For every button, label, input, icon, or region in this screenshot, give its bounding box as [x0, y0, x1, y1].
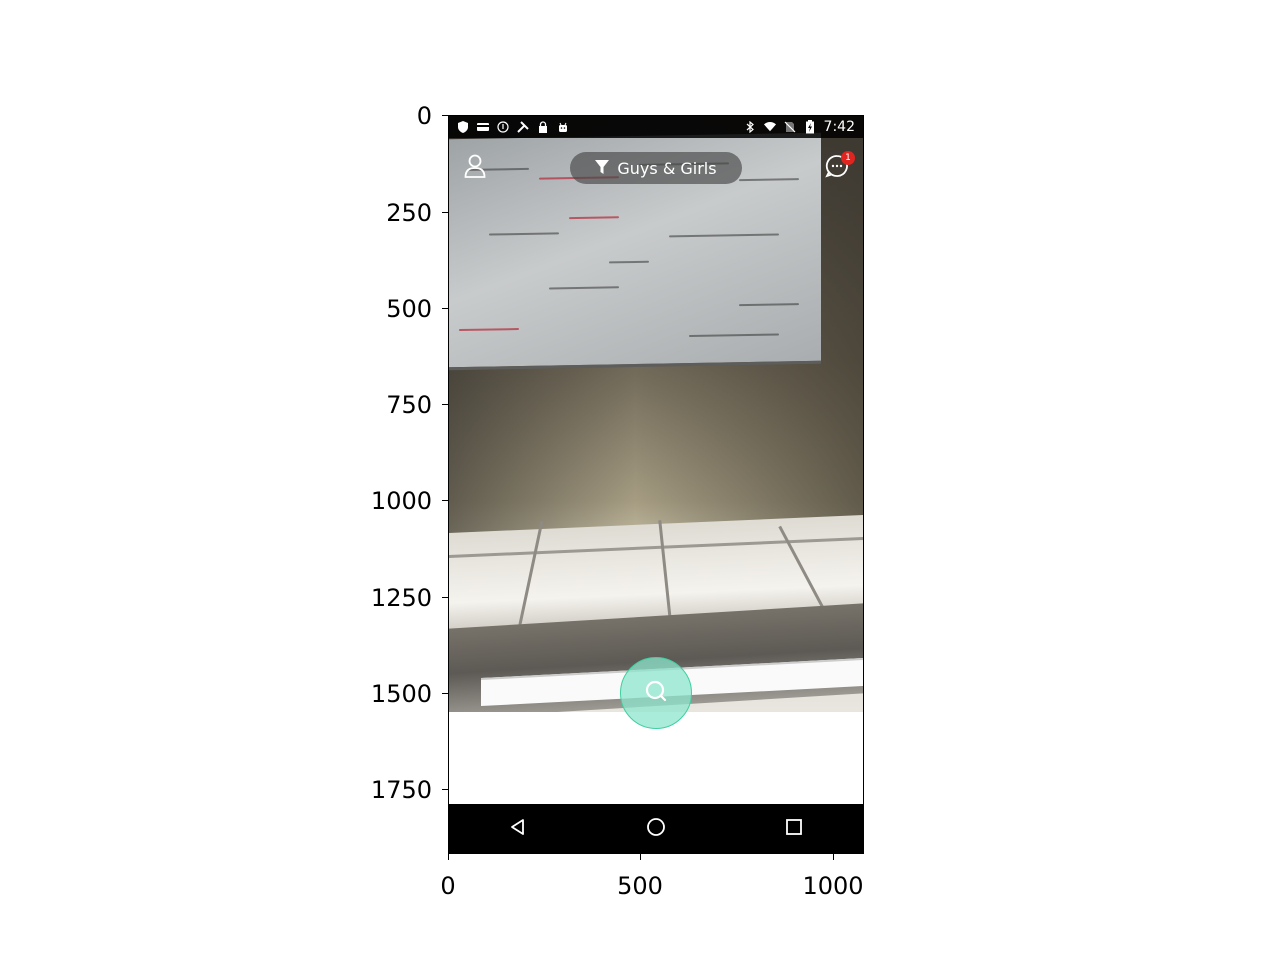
x-tick	[448, 854, 449, 860]
status-right-icons: 7:42	[744, 119, 855, 135]
y-tick-label: 0	[416, 102, 432, 130]
search-icon	[644, 679, 668, 707]
back-icon	[509, 818, 527, 840]
y-tick	[442, 115, 448, 116]
card-icon	[477, 121, 489, 133]
y-tick	[442, 597, 448, 598]
phone-screen: 7:42 Guys & Girls 1	[449, 116, 863, 853]
y-tick	[442, 404, 448, 405]
recents-icon	[785, 818, 803, 840]
bottom-area	[449, 712, 863, 816]
x-tick	[640, 854, 641, 860]
shield-icon	[457, 121, 469, 133]
navigation-bar	[449, 804, 863, 853]
x-tick-label: 500	[617, 872, 663, 900]
x-tick-label: 1000	[802, 872, 864, 900]
x-tick-label: 0	[440, 872, 456, 900]
bluetooth-icon	[744, 121, 756, 133]
android-icon	[557, 121, 569, 133]
y-tick-label: 1750	[370, 776, 432, 804]
no-sim-icon	[784, 121, 796, 133]
recents-button[interactable]	[774, 809, 814, 849]
y-tick-label: 1000	[370, 487, 432, 515]
profile-button[interactable]	[459, 152, 491, 184]
y-tick-label: 1250	[370, 584, 432, 612]
y-tick	[442, 693, 448, 694]
filter-button[interactable]: Guys & Girls	[570, 152, 742, 184]
status-left-icons	[457, 121, 569, 133]
search-button[interactable]	[620, 657, 692, 729]
info-icon	[497, 121, 509, 133]
y-tick	[442, 212, 448, 213]
y-tick-label: 750	[386, 391, 432, 419]
y-tick-label: 1500	[370, 680, 432, 708]
status-bar: 7:42	[449, 116, 863, 138]
y-tick-label: 500	[386, 295, 432, 323]
plot-frame	[448, 115, 864, 854]
home-icon	[646, 817, 666, 841]
tools-icon	[517, 121, 529, 133]
back-button[interactable]	[498, 809, 538, 849]
y-tick-label: 250	[386, 199, 432, 227]
x-tick	[833, 854, 834, 860]
person-icon	[464, 154, 486, 182]
filter-label: Guys & Girls	[617, 158, 717, 178]
y-tick	[442, 789, 448, 790]
y-tick	[442, 500, 448, 501]
status-time: 7:42	[823, 119, 855, 135]
battery-charging-icon	[804, 120, 816, 134]
notification-badge: 1	[841, 151, 855, 165]
home-button[interactable]	[636, 809, 676, 849]
funnel-icon	[595, 159, 610, 178]
y-tick	[442, 308, 448, 309]
wifi-icon	[763, 121, 776, 133]
lock-icon	[537, 121, 549, 133]
